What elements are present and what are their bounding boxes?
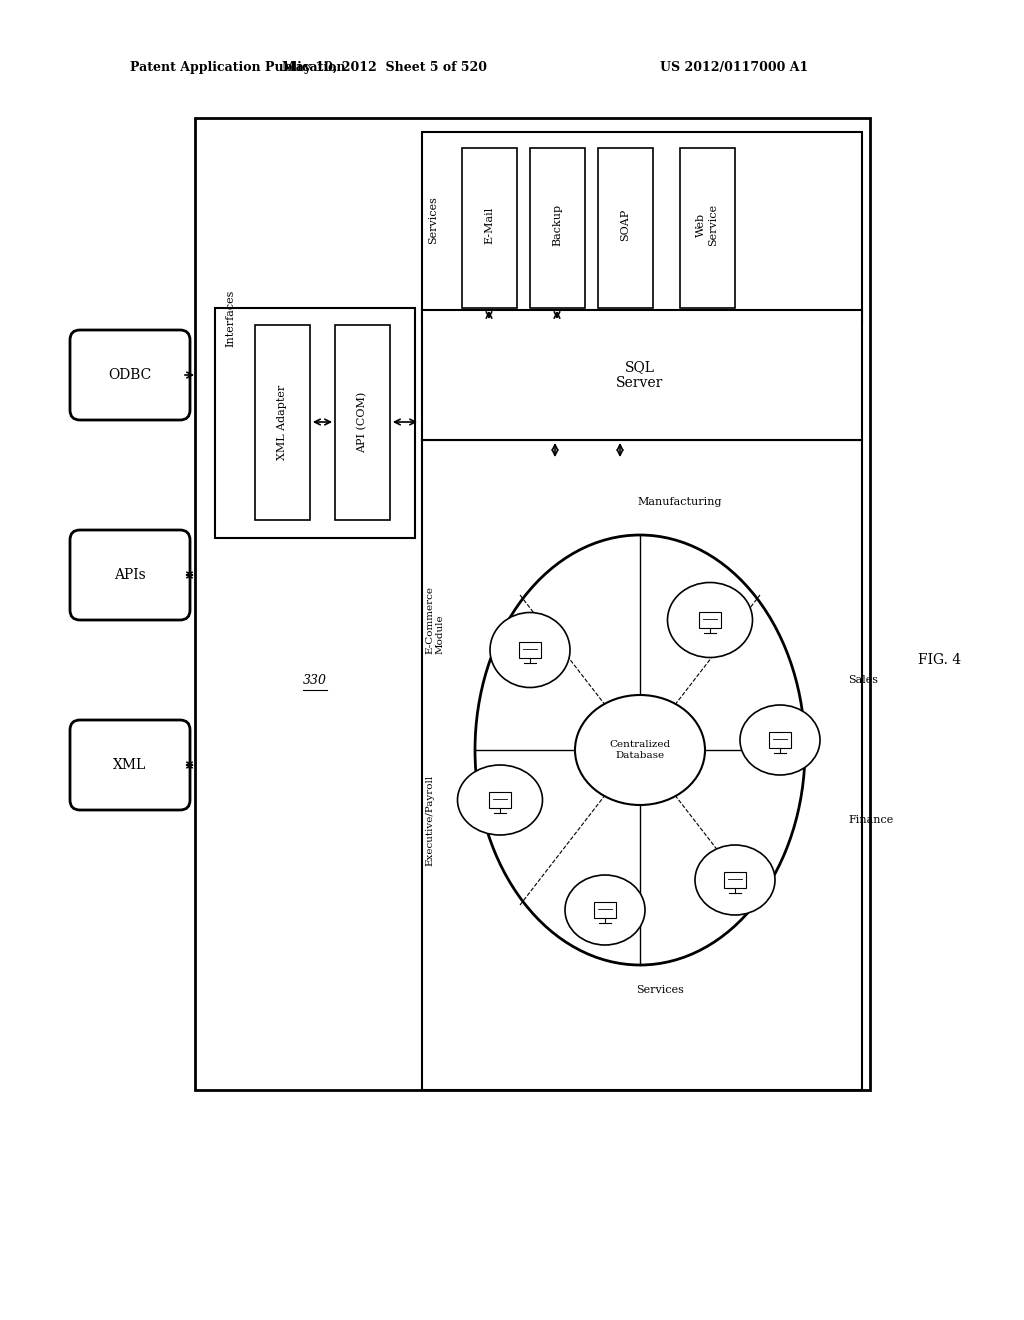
Text: Interfaces: Interfaces: [225, 289, 234, 347]
Bar: [594, 902, 616, 917]
Bar: [769, 733, 792, 748]
FancyBboxPatch shape: [70, 719, 190, 810]
Text: Centralized
Database: Centralized Database: [609, 741, 671, 760]
Bar: [215, 308, 415, 539]
Ellipse shape: [695, 845, 775, 915]
Text: Services: Services: [428, 197, 438, 244]
Text: API (COM): API (COM): [356, 391, 368, 453]
Text: Services: Services: [636, 985, 684, 995]
Text: 330: 330: [303, 673, 327, 686]
Bar: [724, 873, 746, 888]
Text: FIG. 4: FIG. 4: [919, 653, 962, 667]
Text: XML: XML: [114, 758, 146, 772]
Bar: [698, 612, 721, 628]
Ellipse shape: [475, 535, 805, 965]
FancyBboxPatch shape: [70, 330, 190, 420]
Text: Finance: Finance: [848, 814, 893, 825]
Ellipse shape: [575, 696, 705, 805]
Ellipse shape: [740, 705, 820, 775]
Ellipse shape: [565, 875, 645, 945]
FancyBboxPatch shape: [70, 531, 190, 620]
Bar: [255, 325, 310, 520]
Ellipse shape: [668, 582, 753, 657]
Text: Manufacturing: Manufacturing: [638, 498, 722, 507]
Bar: [530, 148, 585, 308]
Bar: [335, 325, 390, 520]
Text: Executive/Payroll: Executive/Payroll: [425, 775, 434, 866]
Bar: [680, 148, 735, 308]
Bar: [422, 310, 862, 440]
Text: Patent Application Publication: Patent Application Publication: [130, 62, 345, 74]
Text: APIs: APIs: [114, 568, 145, 582]
Text: May 10, 2012  Sheet 5 of 520: May 10, 2012 Sheet 5 of 520: [283, 62, 487, 74]
Text: ODBC: ODBC: [109, 368, 152, 381]
Text: SQL
Server: SQL Server: [616, 360, 664, 391]
Bar: [488, 792, 511, 808]
Bar: [195, 117, 870, 1090]
Text: E-Commerce
Module: E-Commerce Module: [425, 586, 444, 653]
Text: SOAP: SOAP: [620, 209, 630, 242]
Bar: [462, 148, 517, 308]
Text: E-Mail: E-Mail: [484, 206, 494, 244]
Text: Sales: Sales: [848, 675, 878, 685]
Text: US 2012/0117000 A1: US 2012/0117000 A1: [660, 62, 808, 74]
Text: XML Adapter: XML Adapter: [278, 384, 287, 459]
Bar: [422, 440, 862, 1090]
Bar: [598, 148, 653, 308]
Text: Web
Service: Web Service: [696, 203, 718, 246]
Ellipse shape: [490, 612, 570, 688]
Bar: [519, 642, 542, 657]
Bar: [422, 132, 862, 322]
Text: Backup: Backup: [552, 203, 562, 246]
Ellipse shape: [458, 766, 543, 836]
